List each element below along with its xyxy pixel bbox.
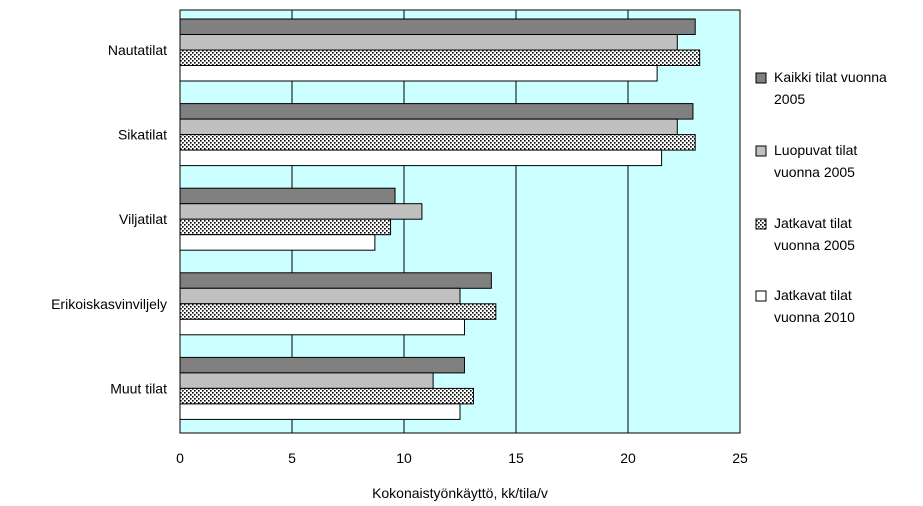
bar bbox=[179, 49, 701, 66]
x-tick-label: 5 bbox=[288, 450, 296, 466]
bar bbox=[179, 65, 658, 82]
bar bbox=[179, 103, 694, 120]
x-tick-label: 10 bbox=[396, 450, 412, 466]
bar bbox=[179, 149, 663, 167]
x-tick-label: 20 bbox=[620, 450, 636, 466]
bar bbox=[179, 287, 461, 305]
bar bbox=[179, 303, 497, 320]
legend-label: Luopuvat tilat vuonna 2005 bbox=[774, 142, 857, 180]
bar bbox=[179, 403, 461, 420]
bar bbox=[179, 372, 434, 389]
bar bbox=[179, 118, 678, 136]
bar bbox=[179, 272, 492, 289]
legend-label: Jatkavat tilat vuonna 2005 bbox=[774, 215, 855, 253]
legend-swatch bbox=[755, 145, 767, 157]
y-category-label: Muut tilat bbox=[110, 380, 167, 396]
y-category-label: Sikatilat bbox=[118, 127, 167, 143]
legend-label: Jatkavat tilat vuonna 2010 bbox=[774, 287, 855, 325]
legend-swatch bbox=[755, 290, 767, 302]
legend-label: Kaikki tilat vuonna 2005 bbox=[774, 69, 887, 107]
legend-swatch bbox=[755, 72, 767, 84]
bar bbox=[179, 234, 376, 251]
bars bbox=[179, 18, 701, 420]
bar bbox=[179, 387, 474, 405]
bar bbox=[179, 218, 392, 236]
y-category-label: Viljatilat bbox=[119, 211, 167, 227]
legend: Kaikki tilat vuonna 2005 Luopuvat tilat vuo… bbox=[755, 69, 887, 325]
x-tick-labels: 0 5 10 15 20 25 bbox=[176, 450, 748, 466]
bar bbox=[179, 203, 423, 220]
legend-swatch bbox=[755, 218, 767, 230]
bar bbox=[179, 318, 465, 336]
x-tick-label: 15 bbox=[508, 450, 524, 466]
bar bbox=[179, 18, 696, 35]
bar bbox=[179, 356, 465, 374]
x-axis-label: Kokonaistyönkäyttö, kk/tila/v bbox=[372, 485, 548, 501]
bar bbox=[179, 34, 678, 51]
y-category-labels: Nautatilat Sikatilat Viljatilat Erikoiskasv… bbox=[51, 42, 167, 396]
y-category-label: Erikoiskasvinviljely bbox=[51, 296, 167, 312]
y-category-label: Nautatilat bbox=[108, 42, 167, 58]
x-tick-label: 0 bbox=[176, 450, 184, 466]
bar bbox=[179, 187, 396, 205]
x-tick-label: 25 bbox=[732, 450, 748, 466]
bar bbox=[179, 134, 696, 151]
